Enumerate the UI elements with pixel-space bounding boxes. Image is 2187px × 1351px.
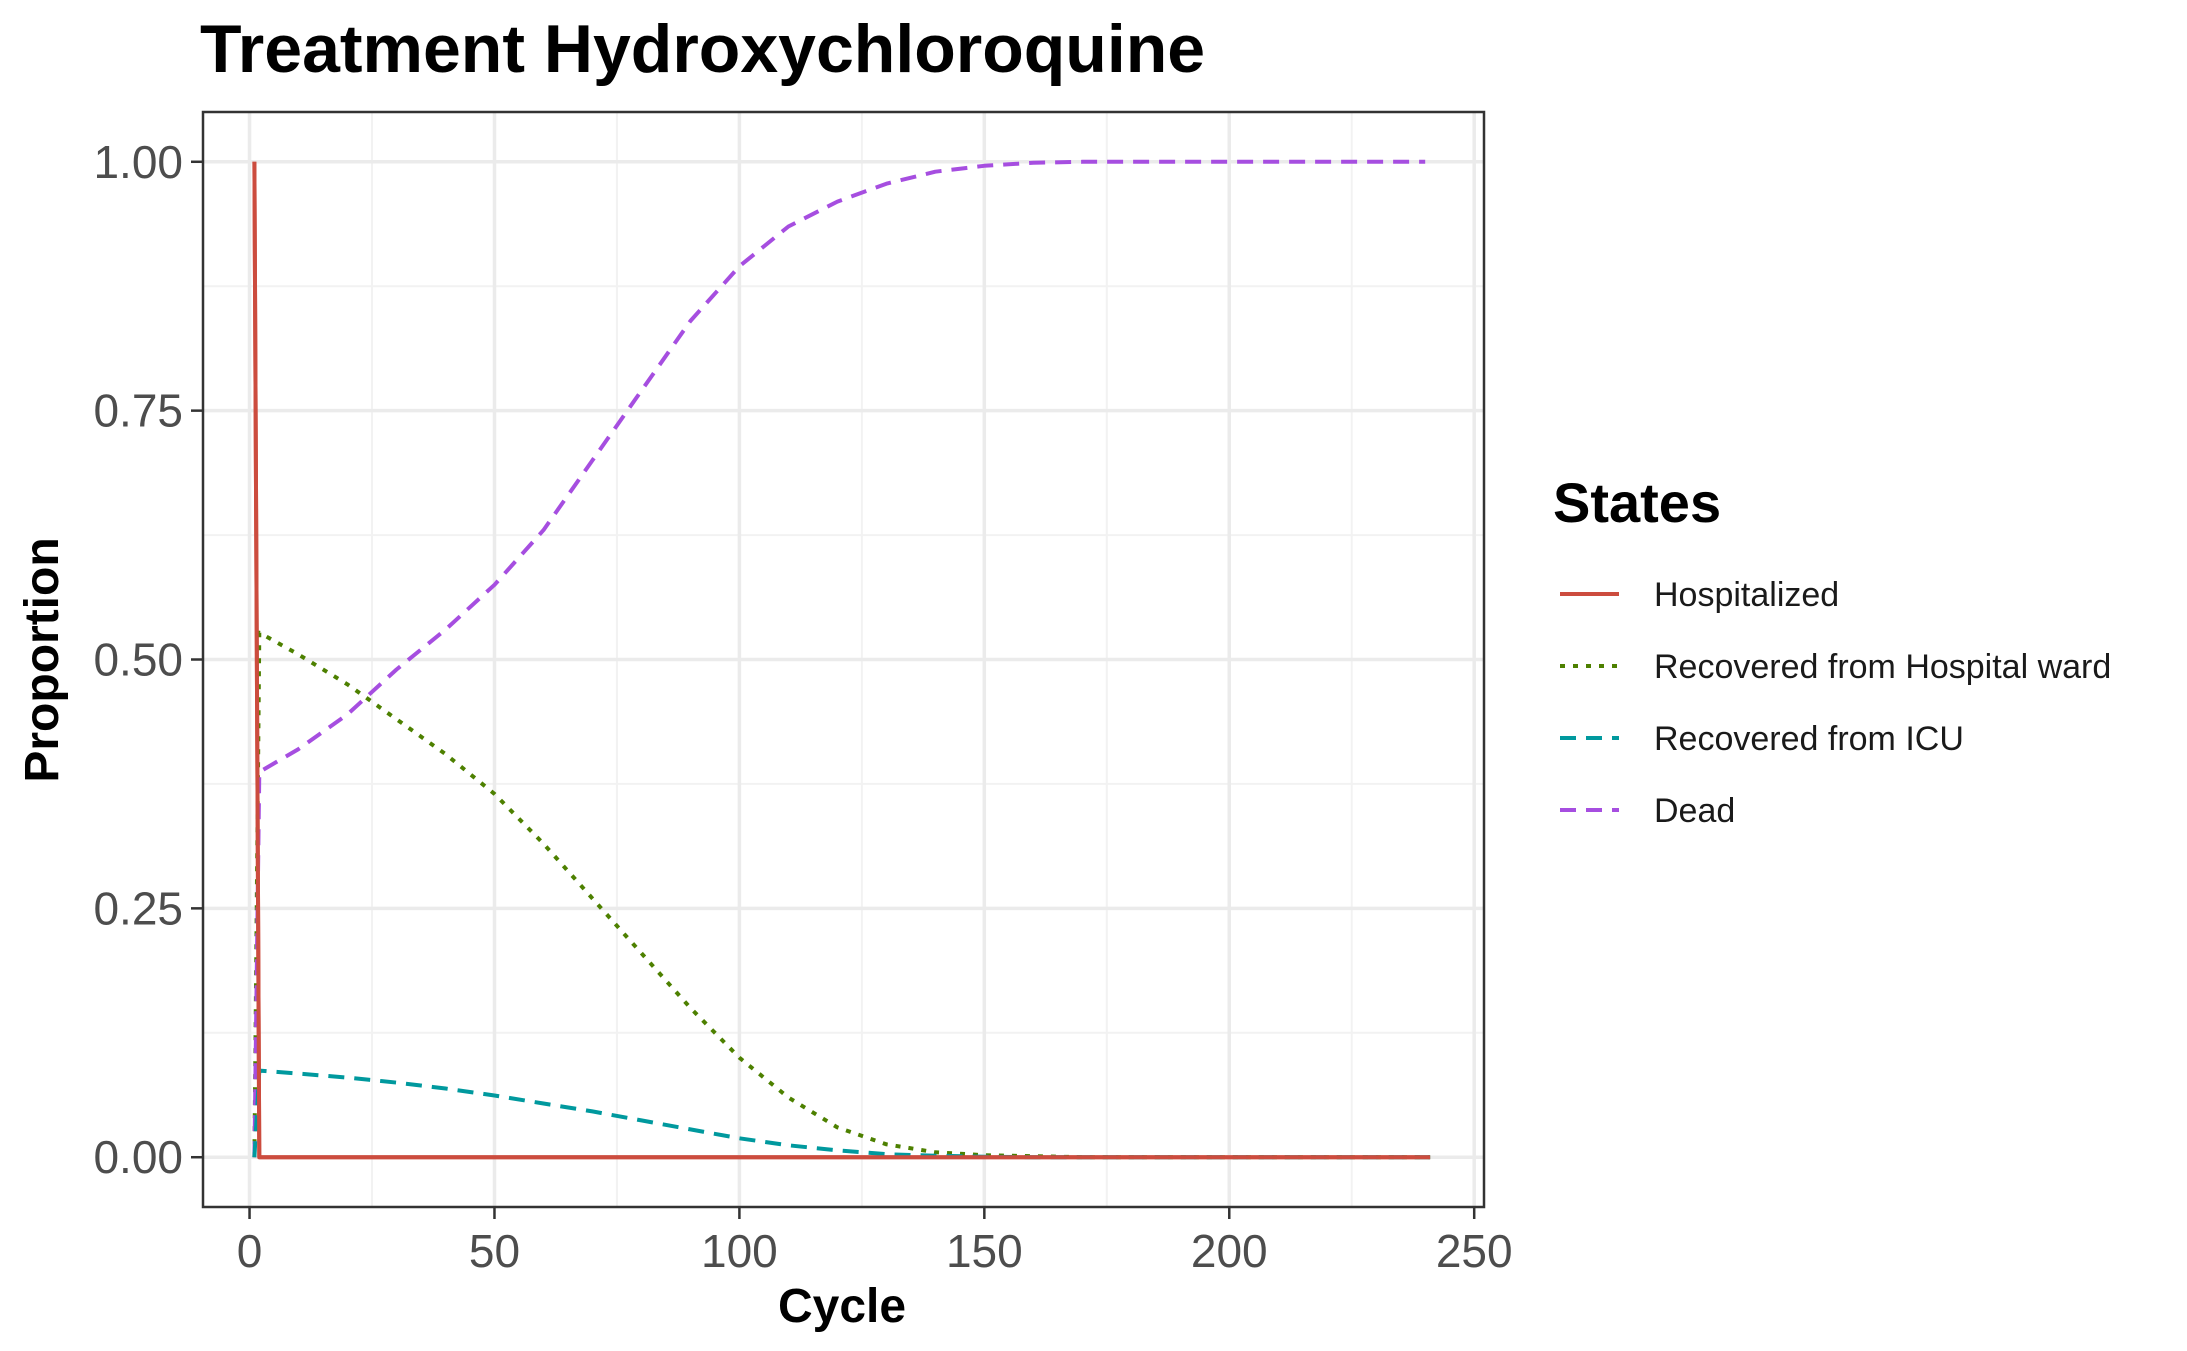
x-tick-label: 0 — [237, 1225, 263, 1277]
series-line — [252, 161, 1431, 1160]
legend: States Hospitalized Recovered from Hospit… — [1553, 471, 2111, 830]
legend-label: Recovered from Hospital ward — [1654, 648, 2111, 686]
y-tick-label: 1.00 — [93, 136, 183, 188]
x-tick-label: 200 — [1191, 1225, 1268, 1277]
series-line — [252, 630, 1431, 1160]
x-tick-label: 150 — [946, 1225, 1023, 1277]
legend-title: States — [1553, 471, 1721, 534]
x-tick-label: 250 — [1436, 1225, 1513, 1277]
y-axis: 0.00 0.25 0.50 0.75 1.00 — [93, 136, 203, 1183]
x-axis-title: Cycle — [778, 1280, 906, 1333]
legend-label: Hospitalized — [1654, 576, 1839, 614]
series-line — [252, 159, 1426, 1158]
y-tick-label: 0.00 — [93, 1131, 183, 1183]
legend-label: Dead — [1654, 792, 1735, 830]
plot-panel — [201, 110, 1486, 1209]
x-tick-label: 100 — [701, 1225, 778, 1277]
y-axis-title: Proportion — [16, 537, 69, 782]
legend-label: Recovered from ICU — [1654, 720, 1964, 758]
chart-title: Treatment Hydroxychloroquine — [200, 11, 1205, 87]
y-tick-label: 0.25 — [93, 882, 183, 934]
y-tick-label: 0.50 — [93, 634, 183, 686]
x-axis: 0 50 100 150 200 250 — [237, 1207, 1513, 1277]
x-tick-label: 50 — [469, 1225, 520, 1277]
y-tick-label: 0.75 — [93, 385, 183, 437]
